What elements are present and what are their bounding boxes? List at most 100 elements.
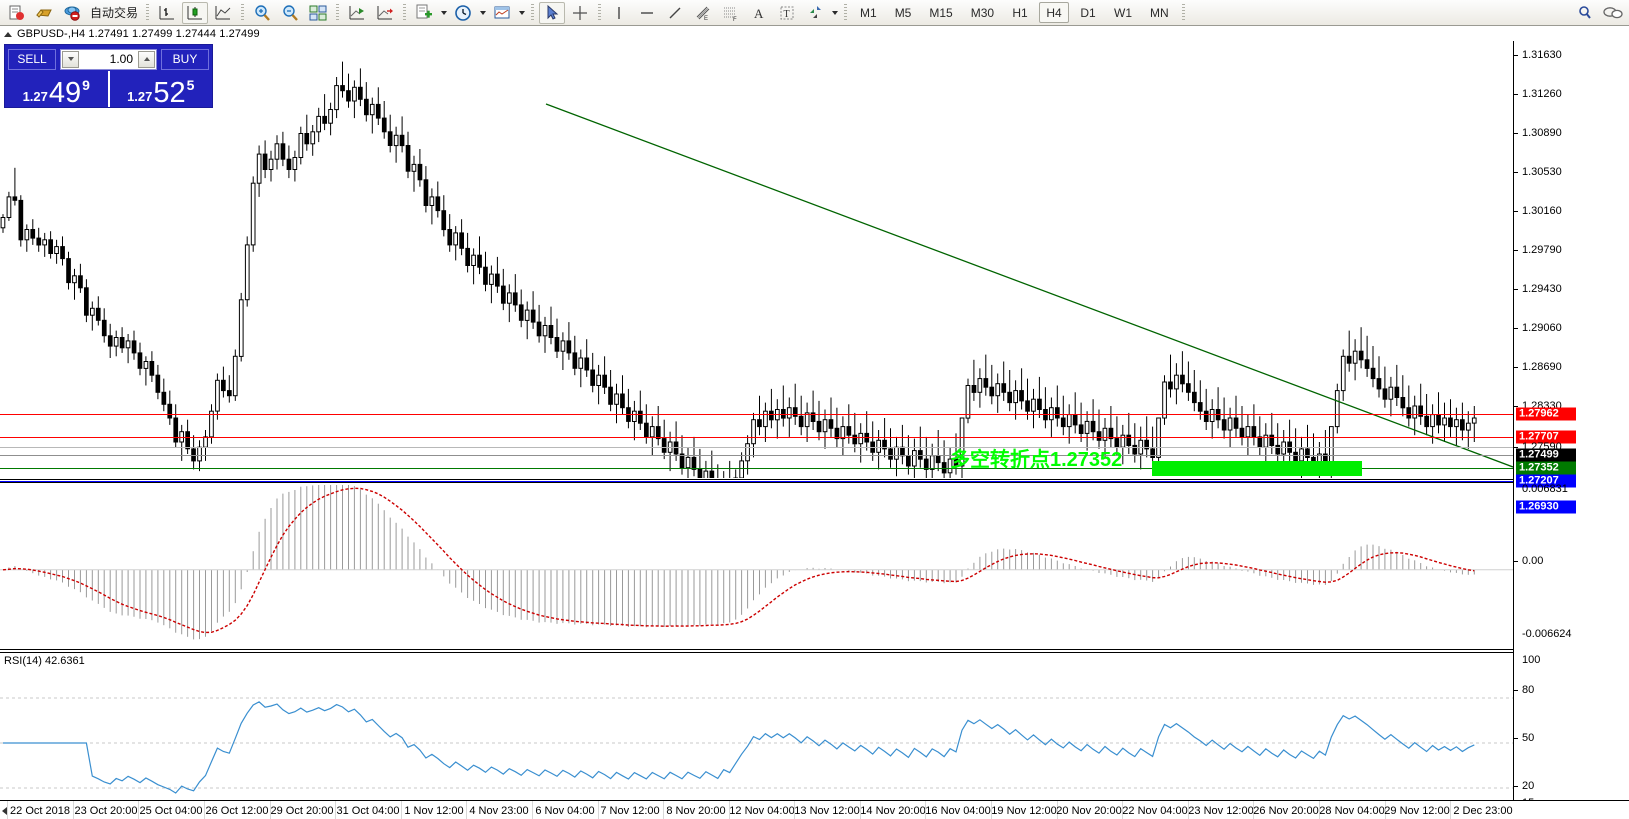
rsi-label[interactable]: RSI(14) 42.6361 (4, 655, 85, 667)
arrows-icon[interactable] (802, 2, 828, 24)
timeframe-m1[interactable]: M1 (860, 5, 877, 20)
price-pane[interactable] (0, 41, 1513, 478)
zoom-out-icon[interactable] (277, 2, 303, 24)
text-icon[interactable]: A (746, 2, 772, 24)
tile-windows-icon[interactable] (305, 2, 331, 24)
time-axis-label: 22 Nov 04:00 (1122, 805, 1188, 817)
macd-pane[interactable] (0, 485, 1513, 652)
price-axis[interactable]: 1.31630 1.31260 1.30890 1.30530 1.30160 … (1513, 41, 1629, 819)
support-zone-box[interactable] (1152, 461, 1362, 476)
resistance-line-2[interactable] (0, 437, 1513, 438)
rsi-pane[interactable] (0, 668, 1513, 818)
current-price-line[interactable] (0, 455, 1513, 456)
svg-text:F: F (733, 17, 737, 22)
price-tick-label: 1.28690 (1522, 361, 1562, 373)
time-axis-label: 26 Nov 20:00 (1253, 805, 1319, 817)
price-tag-support-2[interactable]: 1.26930 (1516, 500, 1576, 514)
time-axis-separator (7, 801, 8, 819)
resistance-line-1[interactable] (0, 414, 1513, 415)
timeframe-m5[interactable]: M5 (894, 5, 912, 20)
auto-trading-label[interactable]: 自动交易 (90, 6, 139, 20)
macd-plot (0, 485, 1513, 640)
time-axis-separator (1122, 801, 1123, 819)
equidistant-channel-icon[interactable]: E (690, 2, 716, 24)
vertical-line-icon[interactable] (606, 2, 632, 24)
templates-dropdown-icon[interactable] (516, 2, 527, 24)
time-axis-label: 20 Nov 20:00 (1056, 805, 1122, 817)
volume-input[interactable]: 1.00 (60, 48, 157, 70)
add-indicator-icon[interactable] (411, 2, 437, 24)
price-tag-resistance-1[interactable]: 1.27962 (1516, 407, 1576, 421)
zoom-in-icon[interactable] (249, 2, 275, 24)
chart-canvas[interactable]: 多空转折点1.27352 MACD(12,26,9) -0.001310 -0.… (0, 41, 1629, 819)
buy-price[interactable]: 1.27 52 5 (107, 71, 213, 108)
time-axis-label: 2 Dec 23:00 (1453, 805, 1513, 817)
volume-decrement-button[interactable] (62, 50, 79, 68)
gray-level-line[interactable] (0, 447, 1513, 448)
price-tag-pivot[interactable]: 1.27352 (1516, 461, 1576, 475)
scroll-left-icon[interactable] (2, 807, 8, 815)
chat-icon[interactable] (1600, 2, 1626, 24)
rsi-scale-label: 100 (1522, 654, 1541, 666)
sell-price-sup: 9 (82, 77, 90, 93)
gold-bar-icon[interactable] (31, 2, 57, 24)
auto-scroll-icon[interactable] (372, 2, 398, 24)
price-tag-support-1[interactable]: 1.27207 (1516, 474, 1576, 488)
price-tick-label: 1.29060 (1522, 322, 1562, 334)
support-line-1[interactable] (0, 481, 1513, 482)
buy-button[interactable]: BUY (161, 48, 209, 70)
search-icon[interactable] (1572, 2, 1598, 24)
macd-pane-divider (0, 479, 1629, 480)
axis-tick (1514, 94, 1518, 95)
period-clock-icon[interactable] (450, 2, 476, 24)
one-click-trading-panel[interactable]: SELL 1.00 BUY 1.27 49 9 1.27 52 5 (4, 44, 213, 108)
cursor-icon[interactable] (539, 1, 566, 24)
axis-tick (1514, 289, 1518, 290)
axis-tick (1514, 250, 1518, 251)
timeframe-w1[interactable]: W1 (1114, 5, 1133, 20)
arrows-dropdown-icon[interactable] (829, 2, 840, 24)
timeframe-h4[interactable]: H4 (1039, 2, 1070, 23)
bar-chart-icon[interactable] (154, 2, 180, 24)
line-chart-icon[interactable] (210, 2, 236, 24)
axis-tick (1514, 406, 1518, 407)
volume-value[interactable]: 1.00 (109, 52, 133, 66)
price-tag-current[interactable]: 1.27499 (1516, 448, 1576, 462)
timeframe-m15[interactable]: M15 (929, 5, 953, 20)
time-axis-separator (598, 801, 599, 819)
macd-scale-label: 0.00 (1522, 555, 1544, 567)
chart-annotation-label[interactable]: 多空转折点1.27352 (950, 449, 1123, 471)
timeframe-d1[interactable]: D1 (1080, 5, 1096, 20)
candlestick-chart-icon[interactable] (182, 1, 209, 24)
price-tick-label: 1.29790 (1522, 244, 1562, 256)
time-axis[interactable]: 22 Oct 2018 23 Oct 20:00 25 Oct 04:00 26 Oc… (0, 800, 1629, 819)
trendline-icon[interactable] (662, 2, 688, 24)
price-tag-resistance-2[interactable]: 1.27707 (1516, 430, 1576, 444)
text-label-icon[interactable]: T (774, 2, 800, 24)
horizontal-line-icon[interactable] (634, 2, 660, 24)
add-indicator-dropdown-icon[interactable] (438, 2, 449, 24)
timeframe-mn[interactable]: MN (1150, 5, 1169, 20)
timeframe-h1[interactable]: H1 (1012, 5, 1028, 20)
chart-shift-icon[interactable] (344, 2, 370, 24)
one-click-trading-controls: SELL 1.00 BUY (5, 45, 212, 71)
period-dropdown-icon[interactable] (477, 2, 488, 24)
volume-increment-button[interactable] (138, 50, 155, 68)
pivot-line[interactable] (0, 468, 1513, 469)
crosshair-icon[interactable] (567, 2, 593, 24)
one-click-trading-prices: 1.27 49 9 1.27 52 5 (5, 71, 213, 108)
toolbar-separator (336, 3, 340, 22)
fibonacci-icon[interactable]: F (718, 2, 744, 24)
timeframe-m30[interactable]: M30 (970, 5, 995, 20)
symbol-ohlc-text: GBPUSD-,H4 1.27491 1.27499 1.27444 1.274… (17, 28, 260, 40)
sell-button[interactable]: SELL (8, 48, 56, 70)
time-axis-separator (1385, 801, 1386, 819)
collapse-triangle-icon[interactable] (4, 31, 12, 37)
axis-tick (1514, 55, 1518, 56)
expert-advisor-icon[interactable] (59, 2, 85, 24)
new-order-icon[interactable] (3, 2, 29, 24)
svg-text:T: T (784, 9, 790, 20)
sell-price[interactable]: 1.27 49 9 (5, 71, 108, 108)
templates-icon[interactable] (489, 2, 515, 24)
macd-scale-label: 0.006831 (1522, 483, 1568, 495)
